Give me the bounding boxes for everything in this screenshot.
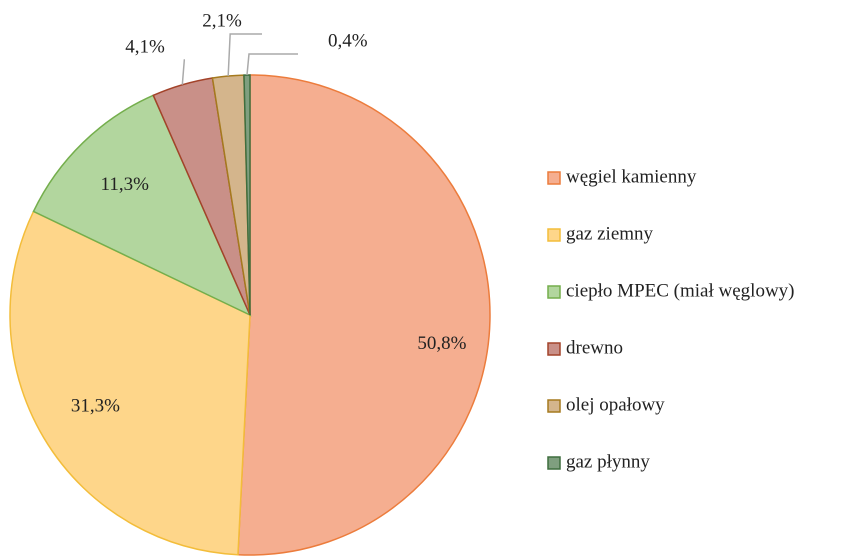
legend-swatch xyxy=(547,228,561,242)
legend-swatch xyxy=(547,285,561,299)
legend-swatch xyxy=(547,456,561,470)
legend-swatch xyxy=(547,171,561,185)
data-label: 0,4% xyxy=(328,30,368,51)
legend-swatch xyxy=(547,399,561,413)
pie-slice xyxy=(32,94,252,317)
legend-swatch xyxy=(547,342,561,356)
leader-line xyxy=(246,53,298,76)
legend-label: węgiel kamienny xyxy=(566,166,697,187)
legend-label: drewno xyxy=(566,337,623,358)
legend-label: olej opałowy xyxy=(566,394,665,415)
leader-line xyxy=(181,59,186,85)
legend-label: ciepło MPEC (miał węglowy) xyxy=(566,280,795,301)
data-label: 11,3% xyxy=(101,174,150,195)
data-label: 4,1% xyxy=(125,36,165,57)
legend-label: gaz ziemny xyxy=(566,223,654,244)
pie-slice xyxy=(237,74,491,556)
leader-line xyxy=(227,33,262,77)
data-label: 31,3% xyxy=(71,395,120,416)
data-label: 50,8% xyxy=(417,333,466,354)
pie-slice xyxy=(9,210,251,556)
legend-label: gaz płynny xyxy=(566,451,650,472)
data-label: 2,1% xyxy=(202,10,242,31)
